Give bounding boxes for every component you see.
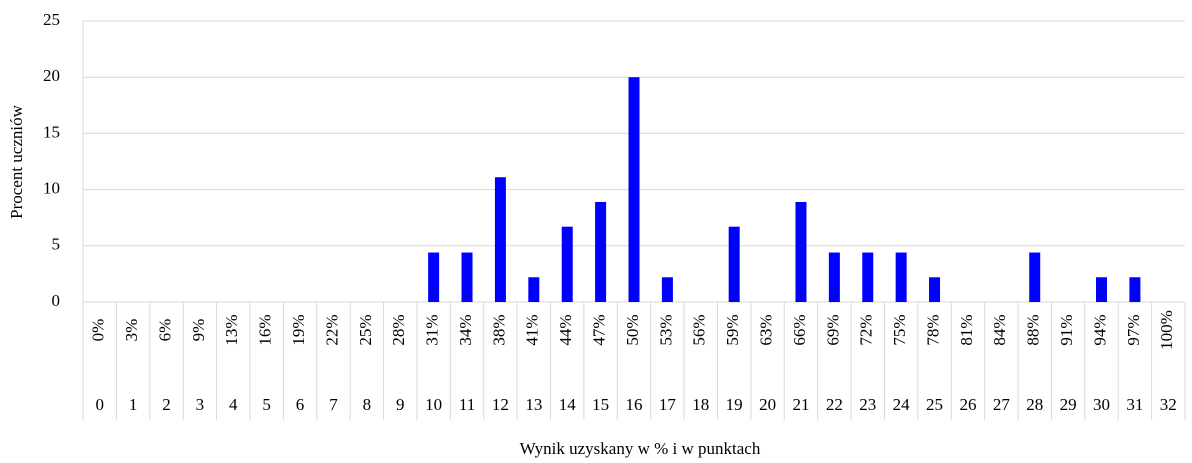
- x-tick-percent-label: 31%: [423, 314, 442, 345]
- x-tick-label: 8: [363, 395, 372, 414]
- x-tick-label: 28: [1026, 395, 1043, 414]
- x-tick-percent-label: 50%: [623, 314, 642, 345]
- x-tick-percent-label: 97%: [1124, 314, 1143, 345]
- x-tick-label: 20: [759, 395, 776, 414]
- bar: [528, 277, 540, 302]
- x-tick-label: 1: [129, 395, 138, 414]
- x-tick-label: 19: [726, 395, 743, 414]
- x-tick-label: 12: [492, 395, 509, 414]
- bar: [895, 252, 907, 302]
- x-tick-label: 2: [162, 395, 171, 414]
- bar: [862, 252, 874, 302]
- bar: [728, 226, 740, 302]
- x-tick-percent-label: 3%: [122, 319, 141, 342]
- y-tick-label: 15: [43, 122, 60, 141]
- x-tick-label: 14: [559, 395, 577, 414]
- x-tick-percent-label: 44%: [556, 314, 575, 345]
- x-tick-label: 5: [262, 395, 271, 414]
- x-tick-percent-label: 53%: [656, 314, 675, 345]
- x-tick-percent-label: 94%: [1090, 314, 1109, 345]
- bar: [494, 177, 506, 302]
- x-tick-percent-label: 9%: [189, 319, 208, 342]
- bar: [929, 277, 941, 302]
- x-tick-percent-label: 0%: [89, 319, 108, 342]
- bar: [428, 252, 440, 302]
- x-tick-percent-label: 59%: [723, 314, 742, 345]
- x-tick-percent-label: 88%: [1024, 314, 1043, 345]
- x-tick-label: 9: [396, 395, 405, 414]
- bar: [595, 201, 607, 302]
- x-tick-label: 7: [329, 395, 338, 414]
- bar: [1029, 252, 1041, 302]
- x-axis-title: Wynik uzyskany w % i w punktach: [520, 439, 761, 458]
- bar: [1129, 277, 1141, 302]
- x-tick-percent-label: 38%: [489, 314, 508, 345]
- bar: [795, 201, 807, 302]
- x-tick-label: 23: [859, 395, 876, 414]
- x-tick-label: 31: [1126, 395, 1143, 414]
- x-tick-label: 21: [792, 395, 809, 414]
- x-tick-percent-label: 78%: [923, 314, 942, 345]
- x-tick-label: 29: [1060, 395, 1077, 414]
- x-tick-label: 0: [95, 395, 104, 414]
- y-tick-label: 5: [52, 235, 61, 254]
- x-tick-label: 4: [229, 395, 238, 414]
- x-tick-label: 26: [959, 395, 976, 414]
- x-tick-label: 10: [425, 395, 442, 414]
- bar: [561, 226, 573, 302]
- x-tick-label: 30: [1093, 395, 1110, 414]
- x-tick-percent-label: 66%: [790, 314, 809, 345]
- y-tick-label: 10: [43, 179, 60, 198]
- x-tick-percent-label: 91%: [1057, 314, 1076, 345]
- x-tick-label: 17: [659, 395, 677, 414]
- x-tick-label: 18: [692, 395, 709, 414]
- x-tick-percent-label: 34%: [456, 314, 475, 345]
- x-tick-percent-label: 22%: [322, 314, 341, 345]
- x-tick-percent-label: 28%: [389, 314, 408, 345]
- y-axis-title: Procent uczniów: [7, 104, 26, 218]
- x-tick-label: 13: [525, 395, 542, 414]
- y-tick-label: 20: [43, 66, 60, 85]
- x-tick-percent-label: 69%: [823, 314, 842, 345]
- bar: [628, 77, 640, 302]
- x-tick-percent-label: 47%: [590, 314, 609, 345]
- x-tick-percent-label: 63%: [756, 314, 775, 345]
- x-tick-label: 6: [296, 395, 305, 414]
- x-tick-label: 3: [196, 395, 205, 414]
- y-tick-label: 0: [52, 291, 61, 310]
- x-tick-label: 27: [993, 395, 1011, 414]
- x-tick-label: 25: [926, 395, 943, 414]
- x-tick-label: 24: [893, 395, 911, 414]
- x-tick-percent-label: 41%: [523, 314, 542, 345]
- x-tick-label: 16: [626, 395, 643, 414]
- x-tick-label: 11: [459, 395, 475, 414]
- x-tick-percent-label: 16%: [256, 314, 275, 345]
- x-tick-percent-label: 84%: [990, 314, 1009, 345]
- y-tick-label: 25: [43, 10, 60, 29]
- x-tick-percent-label: 56%: [690, 314, 709, 345]
- x-tick-percent-label: 75%: [890, 314, 909, 345]
- x-tick-percent-label: 72%: [857, 314, 876, 345]
- x-tick-label: 15: [592, 395, 609, 414]
- x-tick-percent-label: 13%: [222, 314, 241, 345]
- bar: [661, 277, 673, 302]
- x-tick-label: 32: [1160, 395, 1177, 414]
- x-tick-label: 22: [826, 395, 843, 414]
- bar: [461, 252, 473, 302]
- x-tick-percent-label: 81%: [957, 314, 976, 345]
- x-tick-percent-label: 19%: [289, 314, 308, 345]
- x-tick-percent-label: 25%: [356, 314, 375, 345]
- x-tick-percent-label: 6%: [155, 319, 174, 342]
- bar: [1096, 277, 1108, 302]
- bar: [828, 252, 840, 302]
- x-tick-percent-label: 100%: [1157, 310, 1176, 350]
